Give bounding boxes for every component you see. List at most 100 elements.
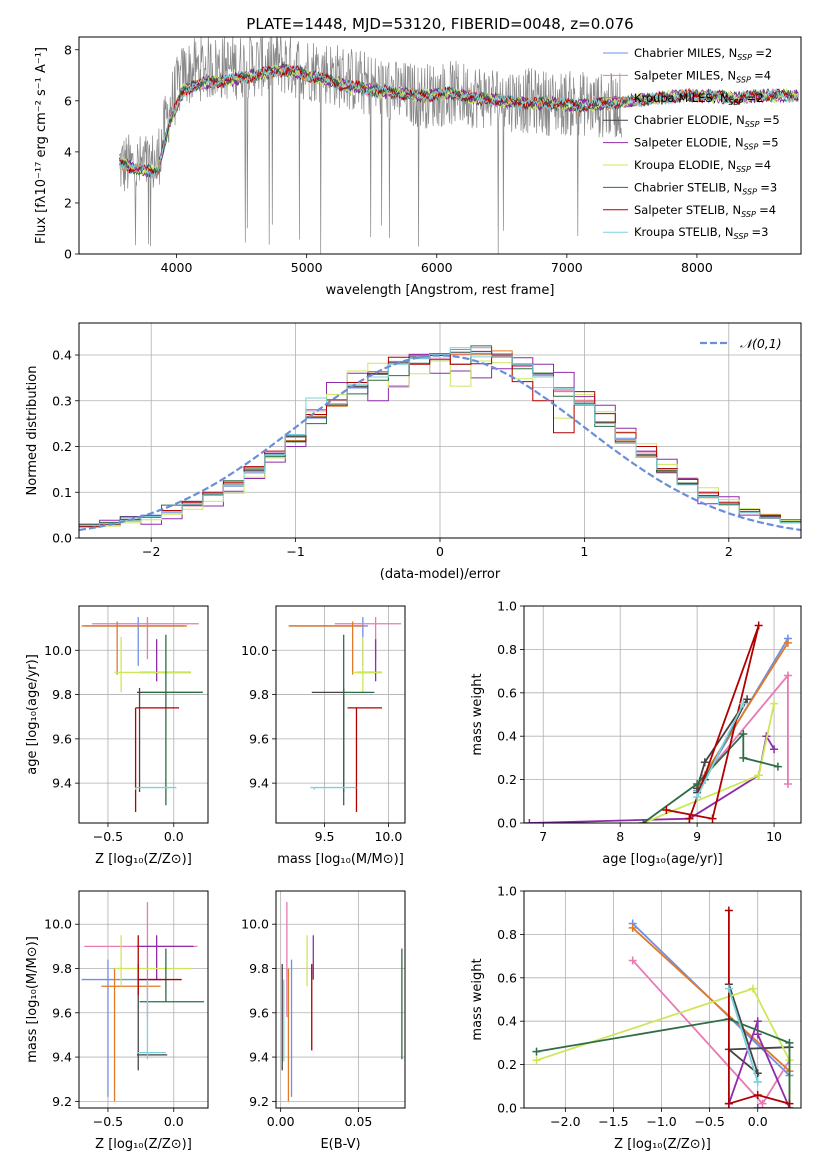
error-bar-point bbox=[114, 637, 191, 693]
error-bar-point bbox=[81, 621, 187, 675]
y-tick-label: 9.6 bbox=[249, 731, 269, 746]
x-tick-label: 6000 bbox=[421, 260, 453, 275]
y-tick-label: 0.6 bbox=[497, 685, 517, 700]
data-point bbox=[693, 779, 702, 788]
error-bar-point bbox=[101, 968, 161, 1102]
x-tick-label: −1 bbox=[286, 544, 304, 559]
x-tick-label: 4000 bbox=[161, 260, 193, 275]
y-axis-label: Normed distribution bbox=[25, 366, 40, 496]
data-point bbox=[525, 819, 534, 823]
x-tick-label: −1.0 bbox=[646, 1114, 676, 1129]
data-point bbox=[532, 1047, 541, 1056]
axes-frame bbox=[78, 36, 802, 255]
data-point bbox=[758, 1099, 767, 1108]
x-tick-label: 7000 bbox=[551, 260, 583, 275]
legend-subscript: SSP bbox=[744, 143, 759, 152]
legend-label: Chabrier ELODIE, N bbox=[634, 113, 745, 127]
data-point bbox=[748, 984, 757, 993]
y-tick-label: 9.6 bbox=[52, 731, 72, 746]
legend-label: Kroupa STELIB, N bbox=[634, 225, 734, 239]
axes-frame bbox=[78, 605, 209, 824]
x-axis-label: mass [log₁₀(M/M⊙)] bbox=[277, 852, 404, 867]
data-point bbox=[753, 1030, 762, 1039]
data-point bbox=[739, 753, 748, 762]
legend-subscript: SSP bbox=[737, 53, 752, 62]
plot-area-mass-vs-EBV bbox=[276, 891, 405, 1108]
legend-subscript: SSP bbox=[736, 165, 751, 174]
data-point bbox=[693, 792, 702, 801]
error-bar-point bbox=[142, 634, 203, 806]
y-tick-label: 9.8 bbox=[249, 687, 269, 702]
axes-frame bbox=[523, 890, 802, 1109]
axes-frame bbox=[523, 605, 802, 824]
y-tick-label: 0.2 bbox=[497, 1057, 517, 1072]
weight-series bbox=[632, 927, 791, 1072]
x-tick-label: −0.5 bbox=[93, 1114, 123, 1129]
legend-nssp: =2 bbox=[755, 46, 772, 60]
legend-subscript: SSP bbox=[729, 98, 744, 107]
panel-spectrum: 4000 5000 6000 7000 8000 0 2 4 6 8 wavelength [Ang… bbox=[34, 36, 802, 298]
error-bar-point bbox=[343, 634, 375, 806]
y-tick-label: 0.2 bbox=[52, 439, 72, 454]
data-point bbox=[754, 621, 763, 630]
weight-series bbox=[726, 984, 790, 1076]
y-tick-label: 0.2 bbox=[497, 772, 517, 787]
legend-nssp: =5 bbox=[762, 136, 779, 150]
observed-spectrum bbox=[118, 37, 622, 254]
y-tick-label: 0.4 bbox=[52, 348, 72, 363]
weight-series bbox=[728, 910, 790, 1105]
error-bar-point bbox=[347, 707, 383, 812]
figure-title: PLATE=1448, MJD=53120, FIBERID=0048, z=0… bbox=[246, 15, 633, 33]
data-point bbox=[639, 819, 648, 823]
y-tick-label: 0.4 bbox=[497, 729, 517, 744]
y-tick-label: 0 bbox=[64, 247, 72, 262]
data-point bbox=[628, 956, 637, 965]
error-bar-point bbox=[84, 902, 198, 1018]
histogram-series bbox=[79, 347, 801, 527]
data-point bbox=[700, 758, 709, 767]
x-tick-label: 9 bbox=[693, 829, 701, 844]
data-point bbox=[783, 671, 792, 680]
x-axis-label: Z [log₁₀(Z/Z⊙)] bbox=[95, 1137, 192, 1152]
data-point bbox=[785, 1038, 794, 1047]
y-tick-label: 9.4 bbox=[249, 776, 269, 791]
plot-area-residuals bbox=[79, 323, 801, 538]
panel-mass-vs-EBV: 0.00 0.05 9.2 9.4 9.6 9.8 10.0 E(B-V) bbox=[241, 890, 406, 1152]
y-tick-label: 9.4 bbox=[52, 776, 72, 791]
panels-layer: 4000 5000 6000 7000 8000 0 2 4 6 8 wavelength [Ang… bbox=[25, 36, 802, 1152]
x-axis-label: Z [log₁₀(Z/Z⊙)] bbox=[614, 1137, 711, 1152]
axes-frame bbox=[78, 890, 209, 1109]
y-tick-label: 9.6 bbox=[249, 1005, 269, 1020]
legend-subscript: SSP bbox=[734, 232, 749, 241]
y-tick-label: 9.6 bbox=[52, 1005, 72, 1020]
legend-nssp: =4 bbox=[754, 68, 771, 82]
data-point bbox=[753, 1104, 762, 1108]
weight-series bbox=[728, 988, 759, 1083]
data-point bbox=[685, 814, 694, 823]
x-axis-label: Z [log₁₀(Z/Z⊙)] bbox=[95, 852, 192, 867]
data-point bbox=[743, 695, 752, 704]
y-axis-label: mass weight bbox=[470, 673, 485, 755]
error-bar-point bbox=[92, 617, 199, 660]
error-bar-point bbox=[310, 786, 357, 790]
axes-frame bbox=[275, 890, 406, 1109]
y-tick-label: 10.0 bbox=[241, 917, 269, 932]
y-tick-label: 9.2 bbox=[249, 1094, 269, 1109]
x-tick-label: −0.5 bbox=[93, 829, 123, 844]
legend-label: 𝒩(0,1) bbox=[740, 336, 782, 351]
data-point bbox=[628, 923, 637, 932]
plot-area-mass-vs-Z bbox=[79, 891, 208, 1108]
x-tick-label: 7 bbox=[539, 829, 547, 844]
error-bar-point bbox=[311, 687, 345, 792]
y-tick-label: 9.4 bbox=[249, 1050, 269, 1065]
model-spectrum bbox=[119, 63, 799, 176]
data-point bbox=[724, 906, 733, 915]
error-bar-point bbox=[136, 935, 194, 980]
y-tick-label: 0.8 bbox=[497, 642, 517, 657]
panel-weight-vs-age: 7 8 9 10 0.0 0.2 0.4 0.6 0.8 1.0 age [log₁₀(age/yr… bbox=[470, 599, 802, 867]
x-tick-label: 5000 bbox=[291, 260, 323, 275]
axes-frame bbox=[275, 605, 406, 824]
error-bar-point bbox=[139, 948, 205, 1003]
x-axis-label: wavelength [Angstrom, rest frame] bbox=[326, 283, 555, 298]
